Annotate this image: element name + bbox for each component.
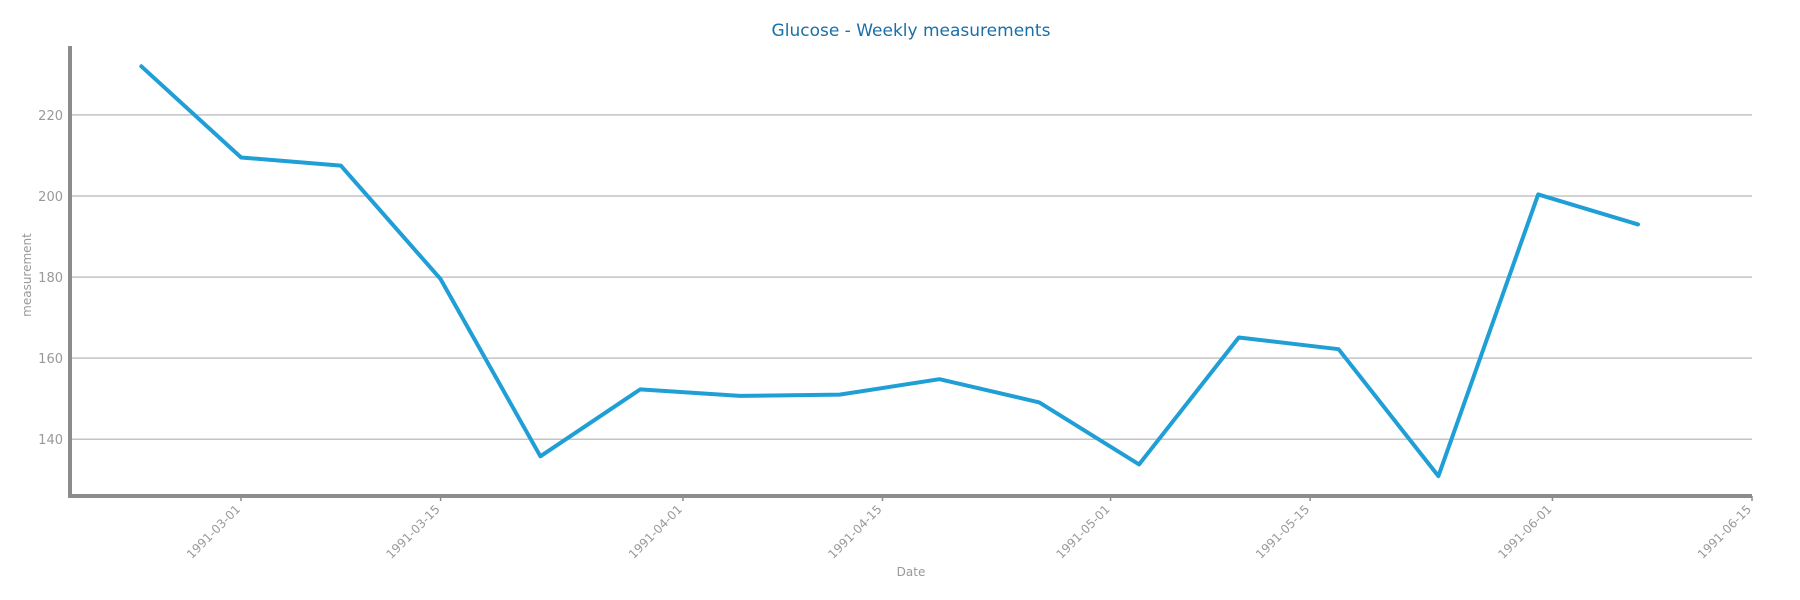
x-tick-label: 1991-06-01 — [1495, 502, 1554, 561]
chart-title: Glucose - Weekly measurements — [772, 21, 1051, 41]
y-tick-label: 180 — [38, 271, 63, 286]
x-axis-label: Date — [897, 565, 926, 579]
y-axis-label: measurement — [20, 233, 34, 317]
y-tick-label: 200 — [38, 190, 63, 205]
y-tick-label: 160 — [38, 352, 63, 367]
x-axis-ticks: 1991-03-01 1991-03-15 1991-04-01 1991-04-15… — [184, 496, 1754, 561]
y-axis-ticks: 140 160 180 200 220 — [38, 109, 63, 448]
x-tick-label: 1991-03-15 — [384, 502, 443, 561]
gridlines — [70, 114, 1752, 440]
series-line — [139, 64, 1640, 479]
x-tick-label: 1991-04-01 — [626, 502, 685, 561]
y-tick-label: 220 — [38, 109, 63, 124]
x-tick-label: 1991-03-01 — [184, 502, 243, 561]
x-tick-label: 1991-06-15 — [1695, 502, 1754, 561]
y-tick-label: 140 — [38, 433, 63, 448]
x-tick-label: 1991-04-15 — [825, 502, 884, 561]
x-tick-label: 1991-05-01 — [1053, 502, 1112, 561]
x-tick-label: 1991-05-15 — [1253, 502, 1312, 561]
